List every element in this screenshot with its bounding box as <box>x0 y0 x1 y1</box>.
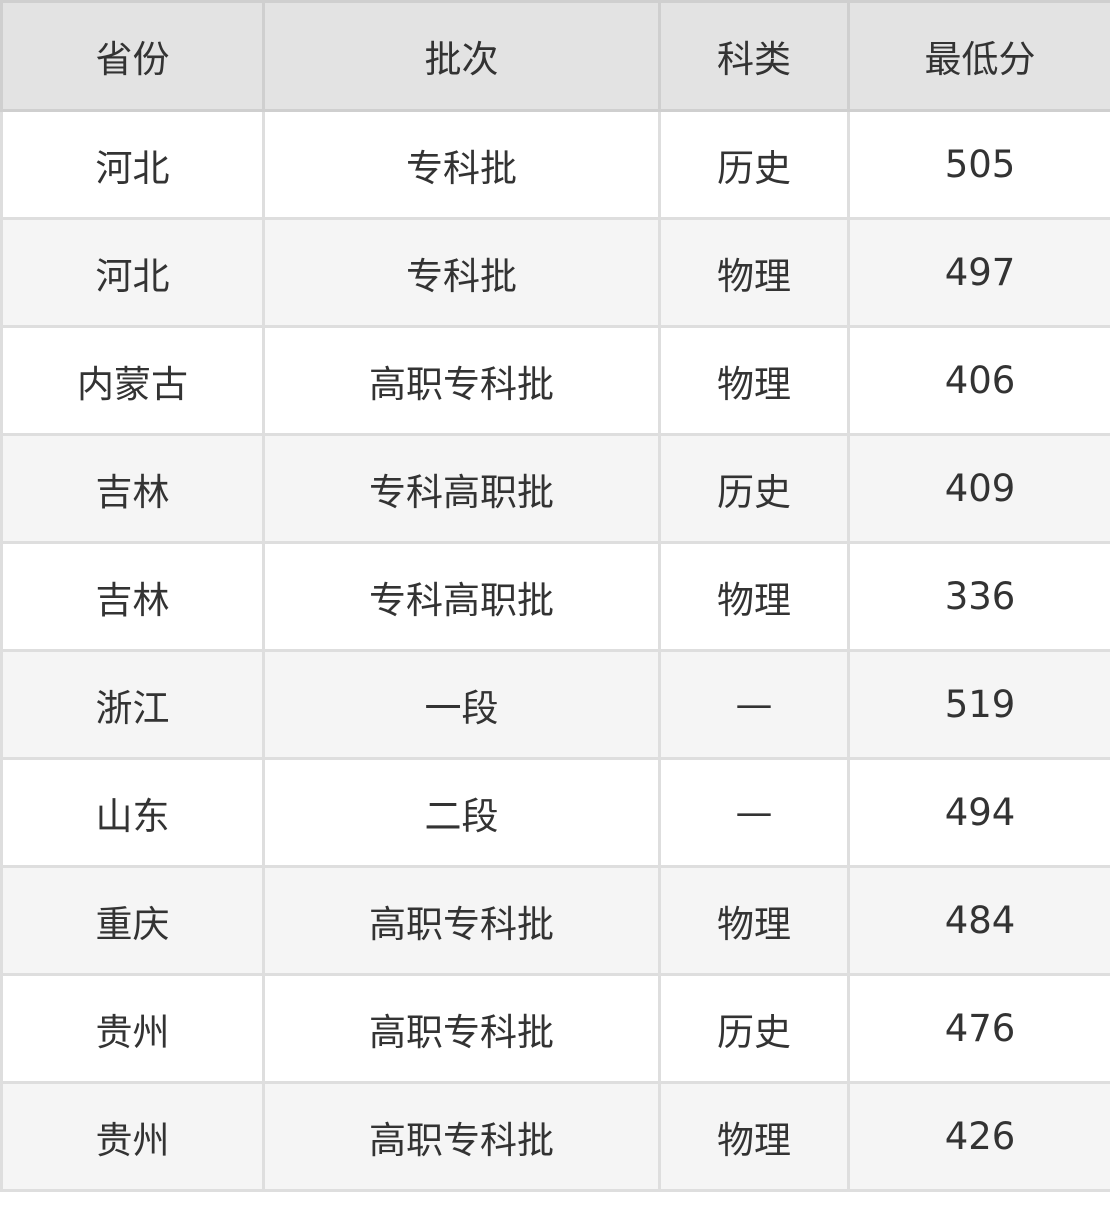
cell-min-score: 505 <box>847 109 1110 220</box>
table-row: 吉林 专科高职批 物理 336 <box>0 541 1110 652</box>
cell-batch: 高职专科批 <box>262 325 661 436</box>
table-row: 河北 专科批 历史 505 <box>0 109 1110 220</box>
cell-province: 山东 <box>0 757 265 868</box>
cell-batch: 专科高职批 <box>262 541 661 652</box>
cell-min-score: 497 <box>847 217 1110 328</box>
cell-province: 河北 <box>0 109 265 220</box>
table-row: 吉林 专科高职批 历史 409 <box>0 433 1110 544</box>
cell-subject: 物理 <box>658 865 850 976</box>
table-row: 重庆 高职专科批 物理 484 <box>0 865 1110 976</box>
cell-province: 重庆 <box>0 865 265 976</box>
cell-subject: 物理 <box>658 541 850 652</box>
cell-batch: 专科批 <box>262 217 661 328</box>
cell-province: 贵州 <box>0 1081 265 1192</box>
cell-min-score: 494 <box>847 757 1110 868</box>
cell-province: 浙江 <box>0 649 265 760</box>
cell-province: 内蒙古 <box>0 325 265 436</box>
cell-province: 贵州 <box>0 973 265 1084</box>
cell-subject: 物理 <box>658 1081 850 1192</box>
header-subject: 科类 <box>658 0 850 112</box>
cell-batch: 二段 <box>262 757 661 868</box>
score-table: 省份 批次 科类 最低分 河北 专科批 历史 505 河北 专科批 物理 497 内蒙古 高职专科… <box>0 0 1110 1192</box>
cell-subject: 物理 <box>658 217 850 328</box>
table-row: 浙江 一段 —519 <box>0 649 1110 760</box>
cell-min-score: 476 <box>847 973 1110 1084</box>
cell-min-score: 484 <box>847 865 1110 976</box>
cell-batch: 专科高职批 <box>262 433 661 544</box>
table-row: 河北 专科批 物理 497 <box>0 217 1110 328</box>
header-min-score: 最低分 <box>847 0 1110 112</box>
cell-min-score: 519 <box>847 649 1110 760</box>
cell-province: 河北 <box>0 217 265 328</box>
cell-subject: — <box>658 649 850 760</box>
table-row: 内蒙古 高职专科批 物理 406 <box>0 325 1110 436</box>
table-row: 贵州 高职专科批 历史 476 <box>0 973 1110 1084</box>
cell-min-score: 426 <box>847 1081 1110 1192</box>
cell-subject: 历史 <box>658 433 850 544</box>
cell-province: 吉林 <box>0 433 265 544</box>
cell-province: 吉林 <box>0 541 265 652</box>
cell-batch: 高职专科批 <box>262 973 661 1084</box>
cell-min-score: 406 <box>847 325 1110 436</box>
header-province: 省份 <box>0 0 265 112</box>
cell-subject: — <box>658 757 850 868</box>
cell-batch: 高职专科批 <box>262 1081 661 1192</box>
cell-min-score: 409 <box>847 433 1110 544</box>
header-batch: 批次 <box>262 0 661 112</box>
table-row: 山东 二段 —494 <box>0 757 1110 868</box>
header-row: 省份 批次 科类 最低分 <box>0 0 1110 112</box>
cell-batch: 高职专科批 <box>262 865 661 976</box>
cell-subject: 历史 <box>658 973 850 1084</box>
cell-batch: 专科批 <box>262 109 661 220</box>
table-row: 贵州 高职专科批 物理 426 <box>0 1081 1110 1192</box>
cell-subject: 历史 <box>658 109 850 220</box>
cell-min-score: 336 <box>847 541 1110 652</box>
cell-subject: 物理 <box>658 325 850 436</box>
cell-batch: 一段 <box>262 649 661 760</box>
